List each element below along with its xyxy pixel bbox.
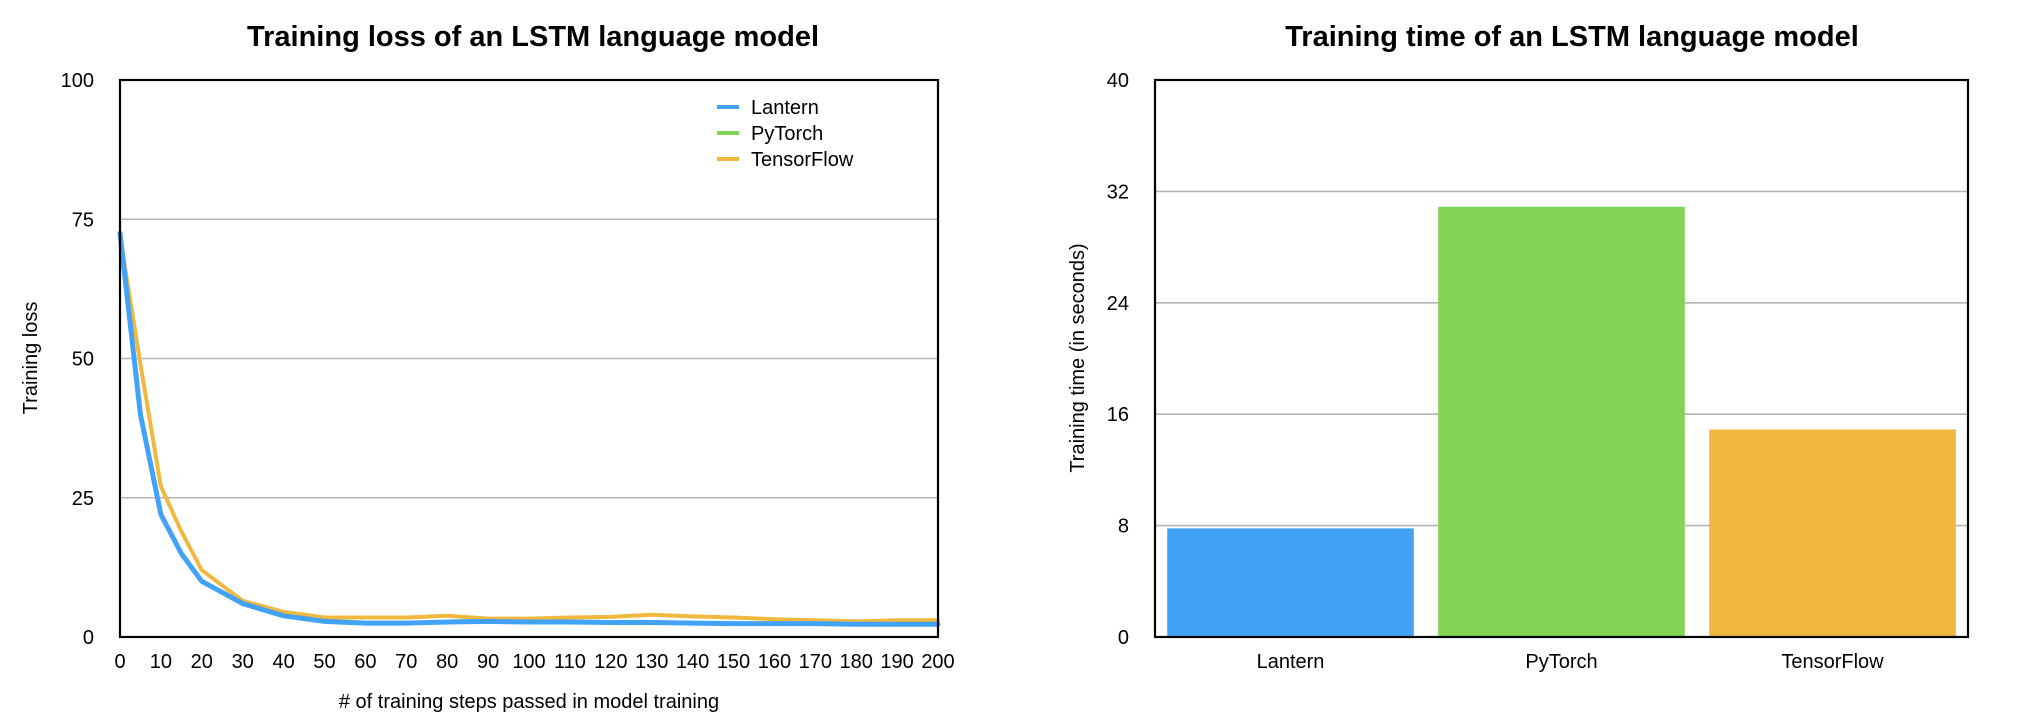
loss-x-tick: 80 xyxy=(436,651,458,673)
loss-y-tick: 50 xyxy=(72,349,94,371)
time-y-tick: 8 xyxy=(1118,516,1129,538)
loss-chart: Training loss of an LSTM language model … xyxy=(20,21,955,713)
time-y-axis-label: Training time (in seconds) xyxy=(1067,243,1089,472)
time-y-tick: 40 xyxy=(1107,70,1129,92)
loss-x-tick-labels: 0 10 20 30 40 50 60 70 80 90 100 110 120 130 140 150 160… xyxy=(114,651,954,673)
time-chart-title: Training time of an LSTM language model xyxy=(1285,21,1859,53)
category-label-tensorflow: TensorFlow xyxy=(1781,651,1884,673)
loss-x-tick: 110 xyxy=(554,651,586,673)
loss-x-tick: 130 xyxy=(635,651,668,673)
legend-label-pytorch: PyTorch xyxy=(751,123,823,145)
loss-plot-frame xyxy=(118,78,940,639)
legend-label-tensorflow: TensorFlow xyxy=(751,149,854,171)
legend-label-lantern: Lantern xyxy=(751,97,819,119)
loss-x-tick: 40 xyxy=(272,651,294,673)
loss-x-tick: 170 xyxy=(799,651,832,673)
time-y-tick: 16 xyxy=(1107,404,1129,426)
loss-x-tick: 200 xyxy=(921,651,954,673)
series-line-pytorch xyxy=(118,231,940,627)
loss-x-axis-label: # of training steps passed in model trai… xyxy=(339,691,719,713)
loss-x-tick: 0 xyxy=(114,651,125,673)
loss-x-tick: 150 xyxy=(717,651,750,673)
loss-x-tick: 10 xyxy=(150,651,172,673)
loss-x-tick: 90 xyxy=(477,651,499,673)
loss-x-tick: 190 xyxy=(880,651,913,673)
loss-x-tick: 180 xyxy=(840,651,873,673)
loss-x-tick: 20 xyxy=(191,651,213,673)
loss-legend: Lantern PyTorch TensorFlow xyxy=(717,97,854,171)
time-y-tick-labels: 0 8 16 24 32 40 xyxy=(1107,70,1129,649)
time-y-tick: 24 xyxy=(1107,293,1129,315)
loss-y-axis-label: Training loss xyxy=(20,302,42,415)
series-line-tensorflow xyxy=(118,234,940,624)
loss-y-tick: 75 xyxy=(72,209,94,231)
loss-chart-title: Training loss of an LSTM language model xyxy=(247,21,819,53)
loss-y-tick: 0 xyxy=(83,627,94,649)
time-category-labels: Lantern PyTorch TensorFlow xyxy=(1257,651,1885,673)
loss-y-tick-labels: 0 25 50 75 100 xyxy=(61,70,94,649)
time-plot-frame xyxy=(1153,78,1970,639)
bar-lantern xyxy=(1167,528,1414,637)
time-y-tick: 32 xyxy=(1107,181,1129,203)
series-line-lantern xyxy=(117,230,941,627)
loss-y-tick: 100 xyxy=(61,70,94,92)
loss-x-tick: 120 xyxy=(594,651,627,673)
bar-tensorflow xyxy=(1709,429,1956,637)
bar-pytorch xyxy=(1438,206,1685,637)
loss-x-tick: 140 xyxy=(676,651,709,673)
loss-gridlines xyxy=(120,218,938,499)
loss-y-tick: 25 xyxy=(72,488,94,510)
loss-x-tick: 50 xyxy=(313,651,335,673)
category-label-pytorch: PyTorch xyxy=(1525,651,1597,673)
loss-x-tick: 70 xyxy=(395,651,417,673)
time-chart: Training time of an LSTM language model … xyxy=(1067,21,1970,673)
loss-x-tick: 100 xyxy=(512,651,545,673)
loss-x-tick: 60 xyxy=(354,651,376,673)
loss-series-lines xyxy=(117,230,941,627)
loss-x-tick: 160 xyxy=(758,651,791,673)
category-label-lantern: Lantern xyxy=(1257,651,1325,673)
loss-x-tick: 30 xyxy=(232,651,254,673)
time-bars xyxy=(1167,206,1956,637)
time-y-tick: 0 xyxy=(1118,627,1129,649)
